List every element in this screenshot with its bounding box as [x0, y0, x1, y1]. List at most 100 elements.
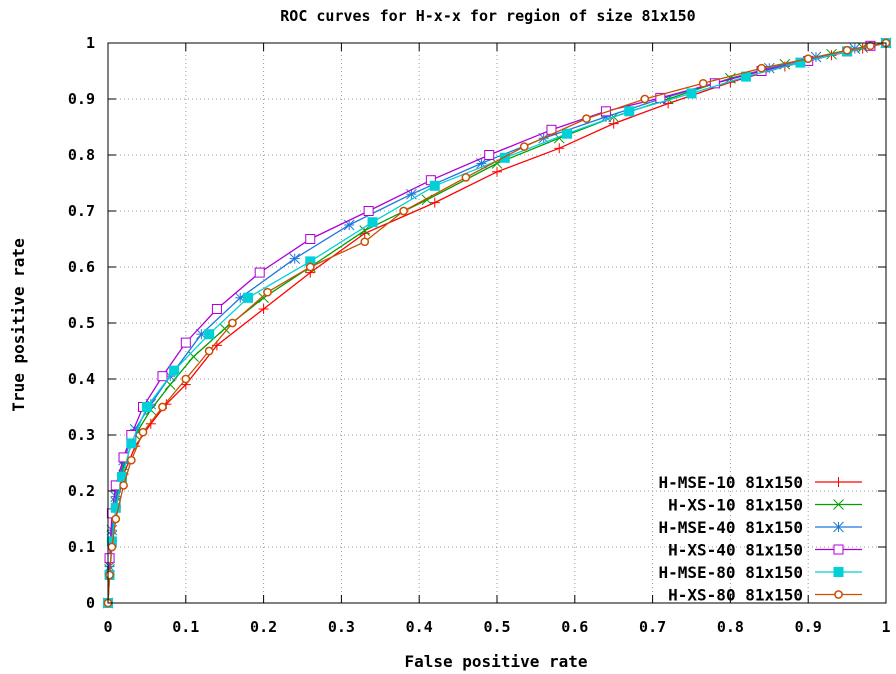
legend: H-MSE-10 81x150 H-XS-10 81x150 H-MSE-40 81… — [659, 473, 862, 605]
marker-shape — [499, 152, 510, 163]
x-tick-label: 0.4 — [406, 618, 433, 636]
marker-stroke — [164, 379, 176, 390]
marker-shape — [833, 544, 844, 555]
marker-shape — [795, 57, 806, 68]
marker-shape — [254, 267, 265, 278]
data-point-h-mse-10 — [608, 118, 619, 129]
marker-shape — [519, 142, 529, 151]
marker-shape — [866, 41, 875, 51]
legend-label-h-mse-10: H-MSE-10 81x150 — [659, 473, 804, 492]
x-tick-label: 0.3 — [328, 618, 355, 636]
data-point-h-xs-80 — [119, 481, 128, 490]
x-axis-label: False positive rate — [404, 652, 587, 671]
x-tick-label: 0.1 — [172, 618, 199, 636]
y-tick-label: 0.4 — [68, 370, 95, 388]
data-point-h-mse-80 — [141, 402, 152, 412]
data-point-h-mse-40 — [343, 219, 355, 231]
marker-shape — [169, 365, 180, 376]
marker-shape — [180, 337, 191, 348]
marker-shape — [126, 455, 136, 465]
y-tick-label: 1 — [86, 34, 95, 52]
data-point-h-xs-80 — [866, 41, 875, 51]
marker-stroke — [343, 219, 355, 231]
data-point-h-mse-80 — [126, 438, 137, 449]
data-point-h-mse-80 — [499, 152, 510, 163]
marker-stroke — [406, 188, 417, 200]
y-tick-label: 0.5 — [68, 314, 95, 332]
marker-shape — [204, 329, 215, 340]
data-point-h-xs-80 — [399, 206, 408, 216]
data-point-h-xs-40 — [484, 150, 495, 160]
marker-shape — [640, 94, 650, 104]
marker-shape — [582, 114, 591, 123]
data-point-h-mse-10 — [429, 197, 440, 208]
marker-stroke — [359, 225, 371, 236]
data-point-h-mse-10 — [554, 143, 565, 154]
y-tick-label: 0.3 — [68, 426, 95, 444]
legend-label-h-xs-40: H-XS-40 81x150 — [668, 541, 803, 560]
y-tick-label: 0.9 — [68, 90, 95, 108]
data-point-h-mse-80 — [624, 106, 635, 117]
marker-shape — [243, 292, 254, 303]
data-point-h-xs-40 — [211, 304, 222, 314]
y-tick-label: 0.1 — [68, 538, 95, 556]
data-point-h-xs-80 — [228, 318, 237, 328]
grid — [108, 43, 886, 603]
data-point-h-xs-80 — [263, 287, 272, 297]
marker-shape — [158, 402, 167, 412]
data-point-h-xs-10 — [219, 323, 231, 334]
data-point-h-xs-80 — [181, 374, 191, 384]
data-point-h-mse-80 — [686, 88, 697, 99]
data-point-h-mse-10 — [145, 418, 156, 429]
data-point-h-xs-80 — [698, 78, 708, 88]
marker-stroke — [219, 323, 231, 334]
data-point-h-xs-80 — [461, 173, 471, 182]
marker-shape — [105, 570, 114, 580]
legend-marker-h-xs-80 — [834, 590, 843, 599]
marker-shape — [204, 346, 214, 356]
marker-shape — [305, 262, 315, 272]
x-tick-label: 0 — [103, 618, 112, 636]
legend-marker-h-xs-10 — [833, 499, 844, 510]
data-point-h-mse-80 — [243, 292, 254, 303]
marker-shape — [181, 374, 191, 384]
x-tick-label: 0.2 — [250, 618, 277, 636]
marker-shape — [104, 553, 115, 564]
data-point-h-xs-80 — [360, 237, 370, 247]
data-point-h-mse-80 — [367, 217, 378, 228]
data-point-h-mse-80 — [429, 180, 440, 191]
data-point-h-mse-80 — [562, 128, 573, 139]
data-point-h-mse-80 — [169, 365, 180, 376]
marker-shape — [834, 590, 843, 599]
marker-shape — [842, 45, 852, 55]
data-point-h-xs-80 — [107, 542, 117, 552]
marker-shape — [157, 371, 168, 382]
marker-shape — [429, 180, 440, 191]
data-point-h-mse-80 — [110, 502, 121, 513]
y-tick-label: 0 — [86, 594, 95, 612]
data-point-h-xs-40 — [709, 78, 720, 89]
marker-shape — [360, 237, 370, 247]
data-point-h-mse-10 — [258, 304, 269, 314]
chart-title: ROC curves for H-x-x for region of size … — [280, 7, 695, 25]
data-point-h-xs-80 — [757, 63, 766, 73]
marker-shape — [484, 150, 495, 160]
data-point-h-xs-40 — [305, 234, 316, 244]
plot-frame — [107, 42, 887, 604]
marker-shape — [107, 542, 117, 552]
data-point-h-mse-40 — [289, 253, 301, 264]
data-point-h-xs-80 — [842, 45, 852, 55]
data-point-h-xs-40 — [600, 106, 611, 117]
x-tick-label: 1 — [881, 618, 890, 636]
marker-shape — [562, 128, 573, 139]
data-point-h-mse-80 — [795, 57, 806, 68]
data-point-h-xs-10 — [359, 225, 371, 236]
marker-stroke — [289, 253, 301, 264]
marker-stroke — [833, 521, 844, 533]
data-point-h-xs-80 — [640, 94, 650, 104]
marker-shape — [138, 427, 148, 437]
legend-label-h-mse-80: H-MSE-80 81x150 — [659, 563, 804, 582]
marker-shape — [757, 63, 766, 73]
marker-shape — [833, 567, 844, 577]
data-point-h-xs-80 — [519, 142, 529, 151]
